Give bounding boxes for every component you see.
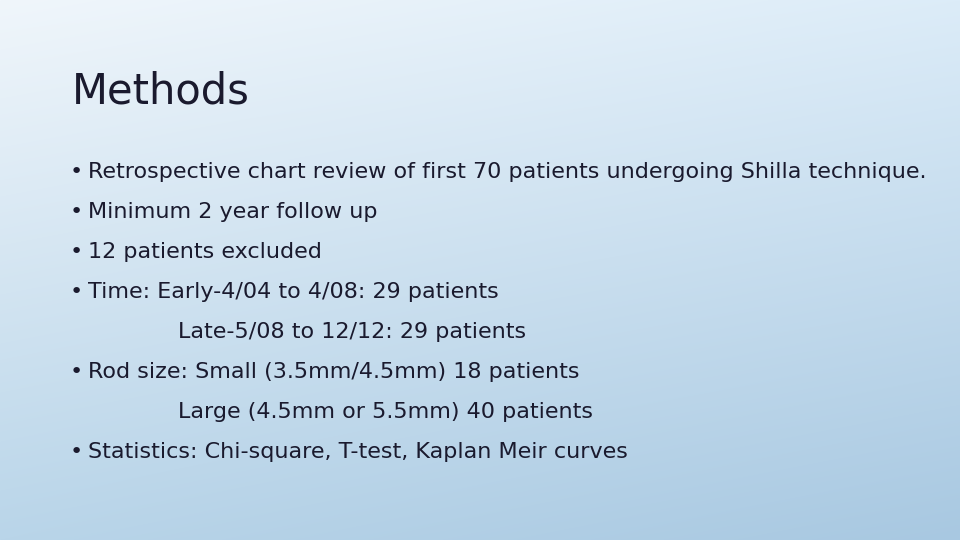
Text: •: • — [70, 282, 84, 302]
Text: Rod size: Small (3.5mm/4.5mm) 18 patients: Rod size: Small (3.5mm/4.5mm) 18 patient… — [88, 362, 580, 382]
Text: Time: Early-4/04 to 4/08: 29 patients: Time: Early-4/04 to 4/08: 29 patients — [88, 282, 499, 302]
Text: Minimum 2 year follow up: Minimum 2 year follow up — [88, 202, 378, 222]
Text: •: • — [70, 362, 84, 382]
Text: Late-5/08 to 12/12: 29 patients: Late-5/08 to 12/12: 29 patients — [178, 322, 526, 342]
Text: •: • — [70, 202, 84, 222]
Text: •: • — [70, 162, 84, 182]
Text: •: • — [70, 242, 84, 262]
Text: Retrospective chart review of first 70 patients undergoing Shilla technique.: Retrospective chart review of first 70 p… — [88, 162, 926, 182]
Text: Large (4.5mm or 5.5mm) 40 patients: Large (4.5mm or 5.5mm) 40 patients — [178, 402, 592, 422]
Text: 12 patients excluded: 12 patients excluded — [88, 242, 323, 262]
Text: •: • — [70, 442, 84, 462]
Text: Statistics: Chi-square, T-test, Kaplan Meir curves: Statistics: Chi-square, T-test, Kaplan M… — [88, 442, 628, 462]
Text: Methods: Methods — [72, 70, 250, 112]
